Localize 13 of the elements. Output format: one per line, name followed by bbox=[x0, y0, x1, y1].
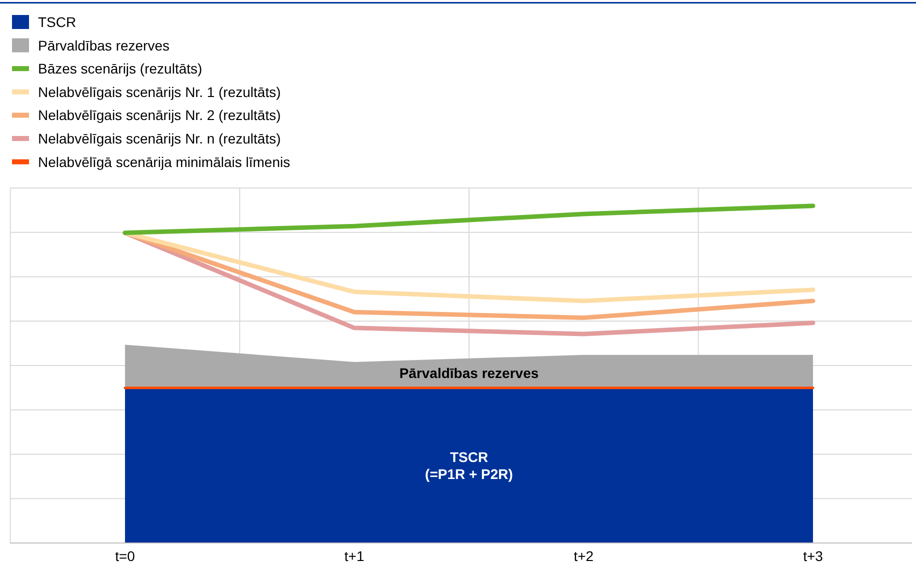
annotation: Pārvaldības rezerves bbox=[399, 365, 539, 382]
x-tick-label: t=0 bbox=[115, 548, 136, 564]
x-tick-label: t+2 bbox=[574, 548, 594, 564]
legend-label: Bāzes scenārijs (rezultāts) bbox=[38, 60, 202, 77]
legend-label: TSCR bbox=[38, 14, 76, 30]
annotation: TSCR (=P1R + P2R) bbox=[425, 448, 513, 482]
legend-label: Nelabvēlīgā scenārija minimālais līmenis bbox=[38, 154, 290, 170]
legend-label: Pārvaldības rezerves bbox=[38, 37, 170, 54]
legend-label: Nelabvēlīgais scenārijs Nr. n (rezultāts) bbox=[38, 130, 281, 146]
x-tick-label: t+3 bbox=[803, 548, 824, 564]
x-tick-label: t+1 bbox=[344, 548, 364, 564]
legend-label: Nelabvēlīgais scenārijs Nr. 1 (rezultāts) bbox=[38, 84, 281, 100]
legend-label: Nelabvēlīgais scenārijs Nr. 2 (rezultāts) bbox=[38, 107, 281, 124]
